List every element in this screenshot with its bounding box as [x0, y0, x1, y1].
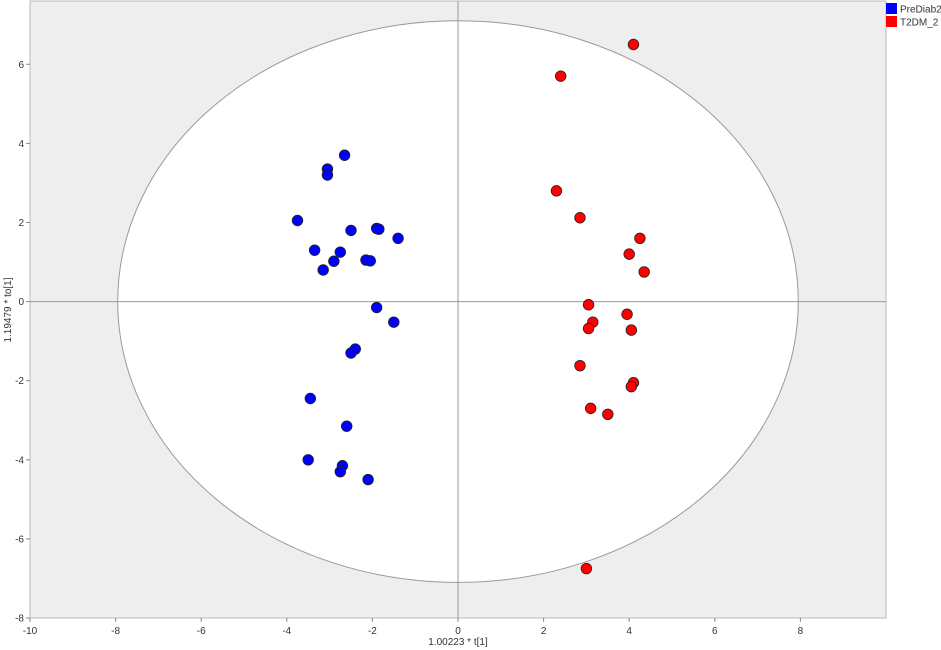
point-prediab2 [308, 244, 321, 256]
x-tick-label: 0 [455, 626, 461, 637]
point-t2dm-2 [580, 562, 593, 575]
x-tick-label: -8 [111, 626, 120, 637]
x-tick-label: 6 [712, 626, 718, 637]
point-t2dm-2 [602, 408, 614, 421]
point-prediab2 [304, 392, 317, 405]
x-tick-label: 2 [541, 626, 547, 637]
legend-label-prediab2: PreDiab2 [900, 5, 941, 16]
x-tick-label: 8 [798, 626, 804, 637]
point-t2dm-2 [584, 402, 597, 415]
point-prediab2 [388, 316, 400, 328]
point-t2dm-2 [623, 248, 635, 260]
x-tick-label: -2 [368, 626, 377, 637]
x-tick-label: -4 [282, 626, 291, 637]
data-points [291, 38, 650, 575]
x-axis-ticks: -10 -8 -6 -4 -2 0 2 4 6 8 [23, 618, 804, 637]
point-t2dm-2 [555, 70, 567, 82]
point-t2dm-2 [627, 38, 640, 51]
point-prediab2 [392, 232, 404, 245]
point-prediab2 [334, 246, 347, 258]
x-tick-label: -6 [197, 626, 206, 637]
point-prediab2 [345, 347, 357, 359]
point-prediab2 [338, 149, 351, 161]
y-tick-label: -6 [15, 534, 24, 545]
y-axis-ticks: -8 -6 -4 -2 0 2 4 6 [15, 60, 30, 625]
point-t2dm-2 [574, 359, 586, 372]
y-tick-label: 6 [18, 60, 24, 71]
point-prediab2 [370, 301, 383, 314]
y-tick-label: 2 [18, 218, 24, 229]
point-t2dm-2 [638, 266, 650, 278]
point-t2dm-2 [574, 212, 586, 224]
y-tick-label: -2 [15, 376, 24, 387]
x-tick-label: -10 [23, 626, 38, 637]
point-prediab2 [291, 214, 304, 227]
point-prediab2 [362, 473, 374, 486]
point-prediab2 [321, 169, 334, 181]
legend-swatch-prediab2 [886, 3, 897, 14]
point-t2dm-2 [582, 299, 595, 311]
point-t2dm-2 [625, 324, 638, 336]
point-t2dm-2 [634, 232, 646, 245]
point-prediab2 [345, 224, 357, 237]
legend-label-t2dm-2: T2DM_2 [900, 18, 939, 29]
legend-swatch-t2dm-2 [886, 16, 897, 27]
point-prediab2 [373, 223, 385, 235]
point-prediab2 [364, 255, 376, 267]
y-tick-label: 4 [18, 139, 24, 150]
y-axis-title: 1.19479 * to[1] [3, 277, 14, 342]
point-prediab2 [334, 465, 347, 478]
x-tick-label: 4 [626, 626, 632, 637]
point-prediab2 [341, 420, 353, 432]
point-t2dm-2 [621, 308, 633, 320]
point-t2dm-2 [625, 380, 638, 393]
point-t2dm-2 [550, 185, 563, 197]
x-axis-title: 1.00223 * t[1] [428, 637, 488, 648]
y-tick-label: -8 [15, 614, 24, 625]
y-tick-label: 0 [18, 297, 24, 308]
y-tick-label: -4 [15, 455, 24, 466]
legend: PreDiab2 T2DM_2 [886, 3, 941, 29]
point-prediab2 [317, 264, 329, 276]
point-t2dm-2 [582, 322, 595, 335]
point-prediab2 [302, 454, 314, 466]
point-prediab2 [328, 255, 340, 267]
